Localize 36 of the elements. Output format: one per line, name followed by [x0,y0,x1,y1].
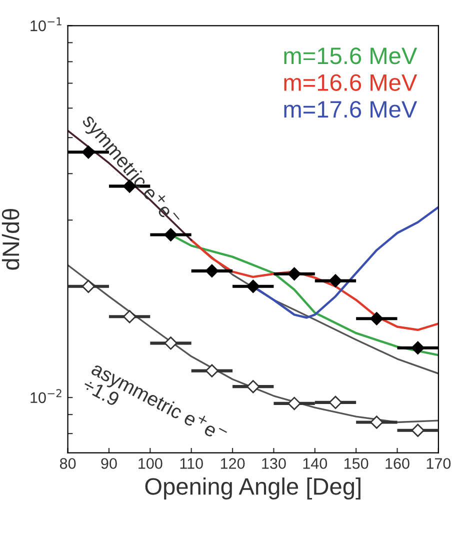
y-tick-label: 10$^{−2}$ [30,389,62,404]
point [122,310,136,324]
point [328,274,342,288]
x-tick-label: 150 [344,458,368,469]
text: m=15.6 MeV [284,48,418,64]
x-tick-label: 130 [262,458,286,469]
text: m=16.6 MeV [284,74,418,91]
point [288,396,301,410]
point [205,364,219,378]
x-axis-title: Opening Angle [Deg] [145,477,360,500]
point [164,336,178,350]
point [246,380,260,394]
x-tick-label: 80 [60,458,76,469]
point [411,424,424,437]
y-tick-label: 10$^{−1}$ [30,17,62,32]
point [288,267,301,280]
annotation: symmetric e$^{+}$e$^{−}$ [78,111,182,230]
y-axis-title: dN/dθ [2,208,20,270]
text: asymmetric e$^{+}$e$^{−}$ ÷1.9 [82,364,227,438]
x-tick-label: 100 [138,458,162,469]
line-series [190,239,438,331]
point [411,341,424,354]
x-tick-label: 110 [180,458,203,469]
x-tick-label: 90 [101,458,117,469]
point [164,228,178,242]
x-tick-label: 160 [386,458,410,469]
point [328,396,342,410]
point [370,312,384,326]
x-tick-label: 140 [303,458,328,469]
point [246,280,260,293]
text: m=17.6 MeV [284,100,418,118]
point [82,280,95,293]
point [205,264,219,278]
point [370,416,384,429]
x-tick-label: 170 [426,458,451,469]
x-tick-label: 120 [220,458,245,469]
